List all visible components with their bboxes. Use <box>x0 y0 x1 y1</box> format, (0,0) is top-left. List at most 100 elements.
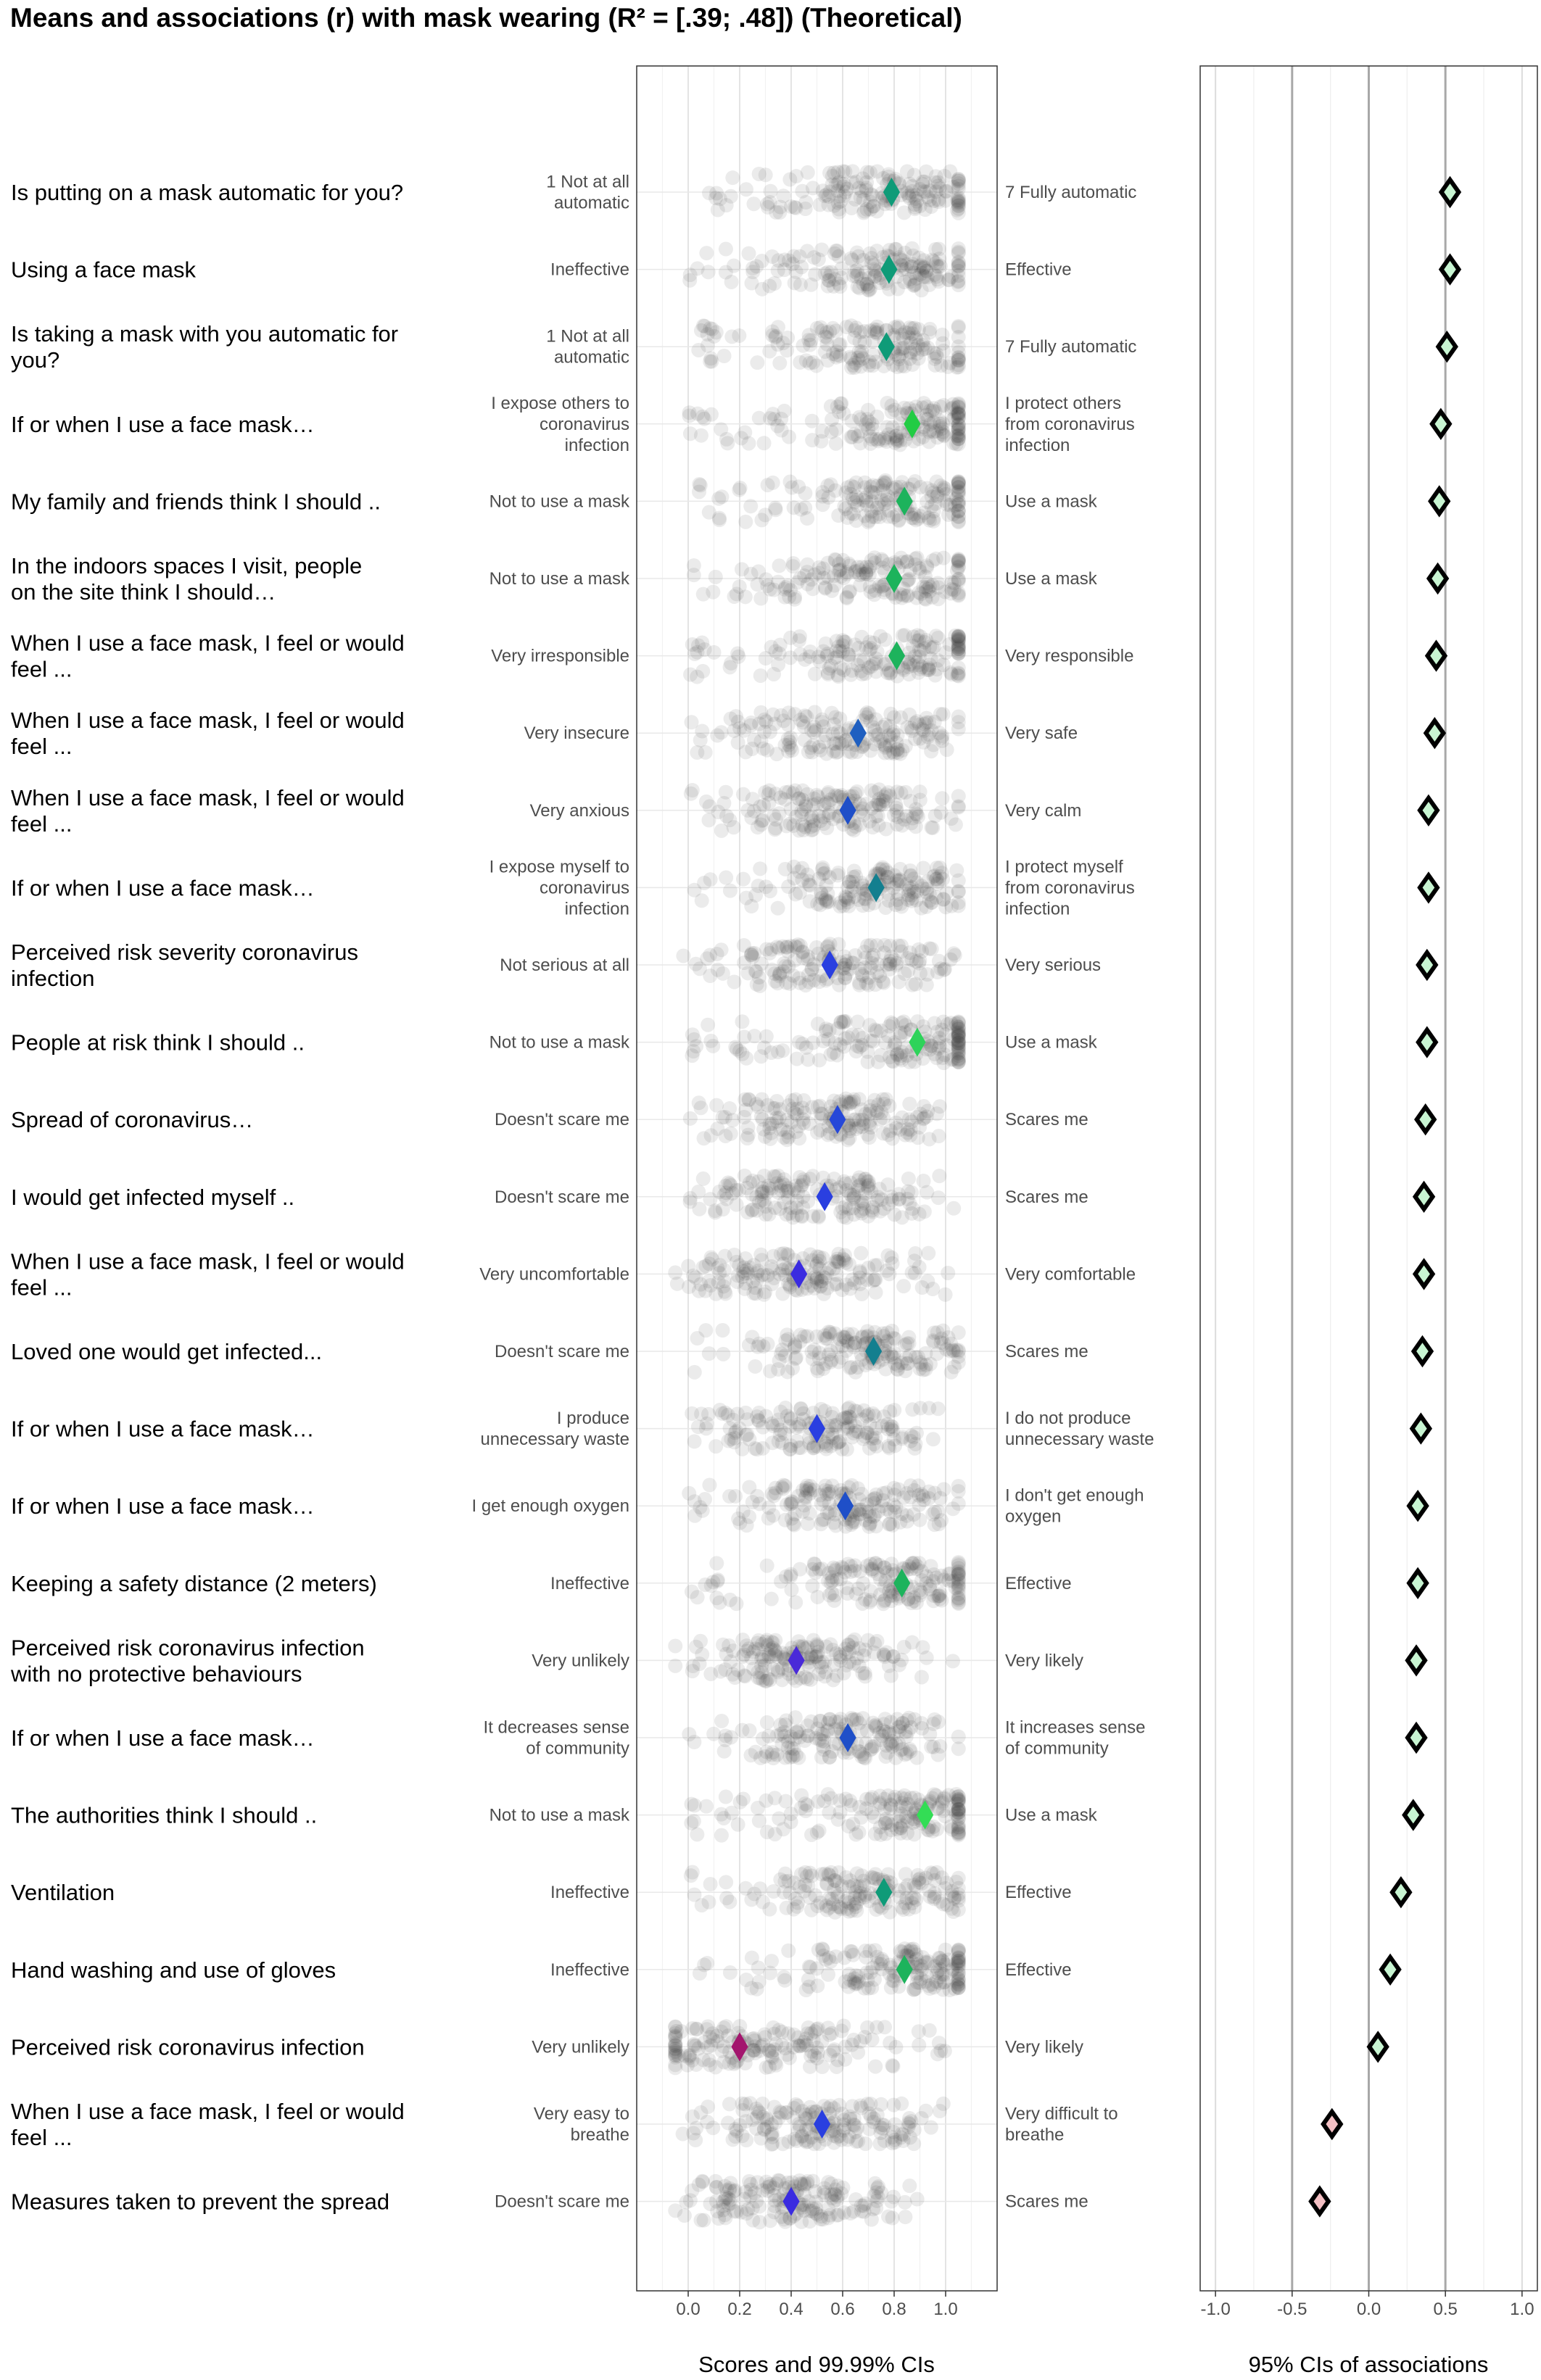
response-point <box>841 584 856 600</box>
response-point <box>732 328 747 343</box>
response-point <box>951 513 966 528</box>
response-point <box>872 1797 888 1812</box>
response-point <box>928 551 943 566</box>
response-point <box>801 333 817 348</box>
response-point <box>822 1326 838 1341</box>
left-anchor-line: Very unlikely <box>532 1651 629 1670</box>
response-point <box>771 2173 786 2188</box>
response-point <box>755 2183 770 2198</box>
response-point <box>951 572 966 587</box>
response-point <box>921 663 936 678</box>
response-point <box>828 436 843 451</box>
response-point <box>951 494 966 509</box>
response-point <box>687 1887 702 1902</box>
response-point <box>870 808 885 824</box>
response-point <box>808 267 823 282</box>
response-point <box>925 483 940 498</box>
item-label: If or when I use a face mask… <box>11 1725 315 1751</box>
response-point <box>732 481 748 496</box>
response-point <box>850 658 865 673</box>
response-point <box>853 190 868 205</box>
response-point <box>782 172 798 187</box>
response-point <box>704 354 719 369</box>
response-point <box>847 637 862 652</box>
x-tick-label: 0.6 <box>830 2300 854 2319</box>
response-point <box>928 184 943 199</box>
response-point <box>951 1729 966 1744</box>
response-point <box>722 660 738 675</box>
response-point <box>859 175 875 190</box>
response-point <box>916 261 931 276</box>
response-point <box>842 2111 857 2126</box>
response-point <box>810 1589 825 1604</box>
response-point <box>737 1168 752 1183</box>
response-point <box>825 412 840 427</box>
response-point <box>930 259 946 274</box>
response-point <box>690 2022 705 2037</box>
response-point <box>828 178 843 193</box>
response-point <box>891 349 906 364</box>
response-point <box>831 639 846 655</box>
response-point <box>850 498 865 513</box>
response-point <box>951 553 966 568</box>
response-point <box>806 1556 822 1571</box>
response-point <box>859 165 875 180</box>
response-point <box>822 269 837 284</box>
response-point <box>951 318 966 333</box>
response-point <box>951 789 966 804</box>
response-point <box>887 402 902 418</box>
response-point <box>859 1801 874 1816</box>
response-point <box>889 873 904 888</box>
response-point <box>759 2060 774 2075</box>
response-point <box>762 581 777 597</box>
response-point <box>796 1411 811 1427</box>
response-point <box>831 337 846 352</box>
response-point <box>788 1124 803 1140</box>
response-point <box>862 513 877 528</box>
item-label-line: feel ... <box>11 811 72 837</box>
response-point <box>822 273 837 288</box>
response-point <box>894 346 909 361</box>
response-point <box>918 592 933 607</box>
response-point <box>716 1743 732 1759</box>
response-point <box>825 168 840 183</box>
response-point <box>926 345 941 360</box>
response-point <box>951 494 966 510</box>
response-point <box>912 1119 928 1135</box>
response-point <box>895 253 910 268</box>
response-point <box>917 260 932 275</box>
response-point <box>942 355 957 370</box>
response-point <box>903 657 918 672</box>
response-point <box>767 412 782 427</box>
response-point <box>888 320 903 335</box>
response-point <box>915 337 930 352</box>
response-point <box>896 588 912 603</box>
response-point <box>838 184 854 199</box>
response-point <box>875 579 890 594</box>
response-point <box>909 590 924 605</box>
response-point <box>854 560 869 575</box>
response-point <box>794 1208 809 1224</box>
item-label-line: If or when I use a face mask… <box>11 1493 315 1519</box>
response-point <box>846 480 862 495</box>
right-anchor-label: I protect myself from coronavirus infectio… <box>1005 857 1135 919</box>
response-point <box>843 1281 858 1296</box>
item-label-line: feel ... <box>11 1274 72 1300</box>
response-point <box>687 646 703 661</box>
response-point <box>888 428 903 444</box>
response-point <box>767 275 782 291</box>
response-point <box>885 2059 901 2074</box>
response-point <box>863 584 878 600</box>
response-point <box>908 191 923 207</box>
response-point <box>686 1044 701 1059</box>
response-point <box>777 1729 792 1744</box>
response-point <box>788 1891 803 1907</box>
response-point <box>944 269 959 284</box>
response-point <box>722 2097 737 2112</box>
response-point <box>847 264 862 279</box>
response-point <box>685 637 700 652</box>
response-point <box>754 513 769 528</box>
response-point <box>859 566 874 581</box>
response-point <box>924 199 939 214</box>
response-point <box>893 341 908 356</box>
